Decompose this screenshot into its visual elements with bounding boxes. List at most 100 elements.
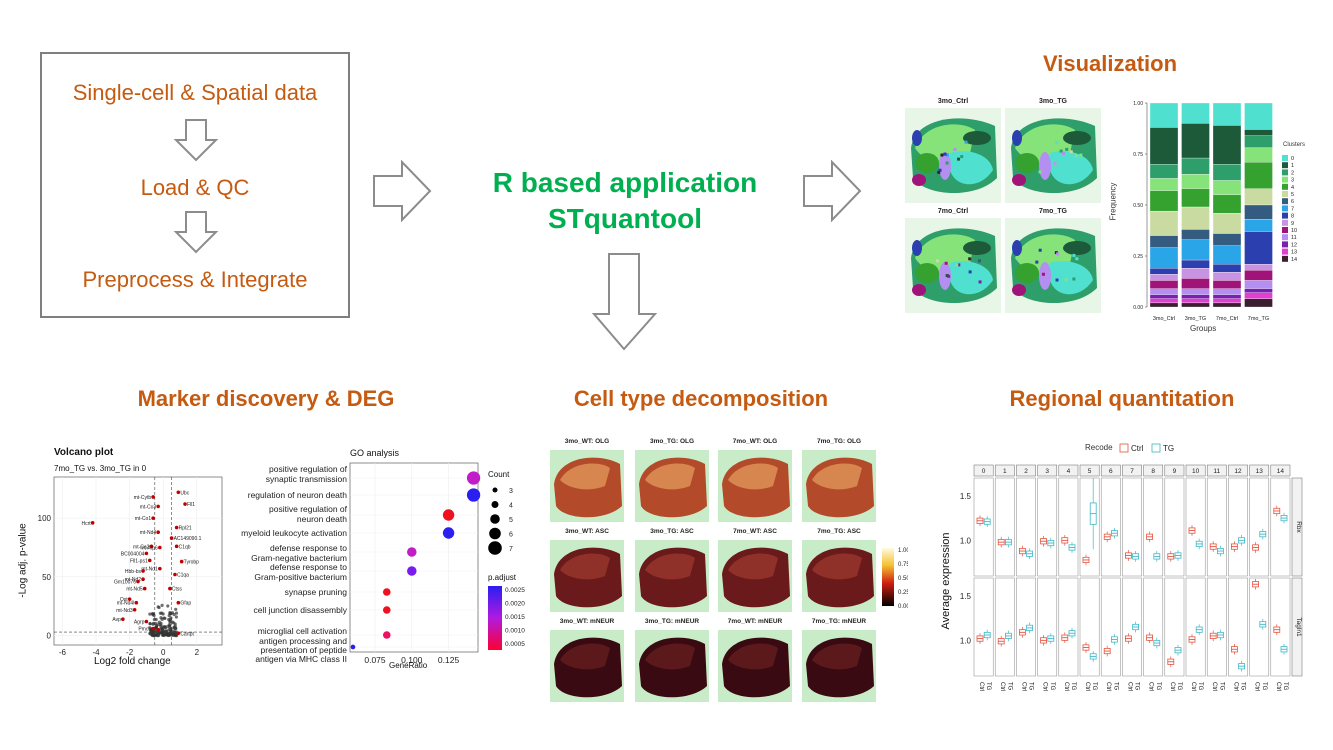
brain-region <box>728 553 778 580</box>
spot <box>1064 278 1068 282</box>
go-dot <box>466 471 481 485</box>
gene-label: mt-Co3 <box>140 504 157 510</box>
bar-segment <box>1212 213 1242 234</box>
x-tick-tg: TG <box>1261 682 1267 691</box>
gene-label: Cartpt <box>180 631 194 637</box>
bar-segment <box>1181 298 1210 304</box>
padj-label: 0.0005 <box>505 641 525 648</box>
bar-segment <box>1149 280 1179 289</box>
spot <box>1055 278 1059 282</box>
spot <box>1072 253 1076 257</box>
freq-xlabel: Groups <box>1190 324 1217 333</box>
point-sig <box>132 607 137 612</box>
point-sig <box>156 530 160 535</box>
point-nonsig <box>157 631 161 635</box>
brain-region <box>1012 240 1022 256</box>
gene-label: Ubc <box>180 490 189 496</box>
brain-region <box>939 262 951 290</box>
spot <box>1075 257 1079 261</box>
spot <box>1041 272 1045 276</box>
legend-label: 13 <box>1291 250 1297 256</box>
padj-label: 0.0020 <box>505 601 525 608</box>
celltype-colorbar <box>882 548 894 606</box>
go-term-label: defense response to <box>270 562 347 572</box>
x-tick-tg: TG <box>1240 682 1246 691</box>
x-tick-label: 3mo_Ctrl <box>1153 316 1175 322</box>
facet-strip <box>1058 464 1079 477</box>
go-term-label: Gram-negative bacterium <box>251 553 347 563</box>
section-title-celltype: Cell type decomposition <box>573 386 829 411</box>
panel-frame <box>1185 577 1206 677</box>
y-tick-label: 0.00 <box>1133 305 1143 311</box>
facet-label: 6 <box>1109 468 1113 475</box>
spot <box>957 157 961 161</box>
spot <box>945 153 949 157</box>
brain-region <box>912 284 926 296</box>
x-tick-ctrl: Ctrl <box>1063 682 1069 691</box>
point-nonsig <box>169 627 173 631</box>
gene-label: mt-Atp6 <box>140 545 158 551</box>
go-analysis-plot: GO analysis positive regulation of synapt… <box>232 445 552 680</box>
count-legend-dot <box>488 541 502 555</box>
bar-segment <box>1181 206 1210 230</box>
spot <box>968 270 972 274</box>
bar-segment <box>1149 164 1179 179</box>
bar-segment <box>1149 268 1179 275</box>
point-nonsig <box>156 605 160 609</box>
spot <box>937 170 941 174</box>
count-legend-label: 4 <box>509 503 513 510</box>
point-nonsig <box>157 620 161 624</box>
spot <box>1053 161 1057 165</box>
facet-label: 5 <box>1088 468 1092 475</box>
x-tick-ctrl: Ctrl <box>1084 682 1090 691</box>
point-nonsig <box>158 611 163 615</box>
gene-label: C1qa <box>177 573 189 579</box>
x-tick-label: 0.125 <box>438 655 460 665</box>
spot <box>1072 277 1076 281</box>
gene-label: BC004004 <box>121 551 145 557</box>
facet-label: 12 <box>1234 468 1242 475</box>
celltype-panel-label: 3mo_WT: mNEUR <box>560 618 615 625</box>
brain-region <box>1012 130 1022 146</box>
gene-label: Gm10076 <box>114 580 136 586</box>
legend-label: 6 <box>1291 199 1294 205</box>
brain-region <box>1039 152 1051 180</box>
facet-strip <box>1228 464 1248 477</box>
plot-frame <box>53 476 223 646</box>
celltype-maps: 3mo_WT: OLG 3mo_TG: OLG 7mo_WT: OLG 7mo_TG:… <box>548 432 908 707</box>
frequency-chart: 0.00 0.25 0.50 0.75 1.00 3mo_Ctrl 3mo_TG 7mo_Ct… <box>1108 95 1320 335</box>
bar-segment <box>1212 164 1242 181</box>
bar-segment <box>1149 274 1179 281</box>
y-tick-label: 100 <box>38 514 52 523</box>
go-padj-title: p.adjust <box>488 573 517 582</box>
facet-label: 1 <box>1003 468 1007 475</box>
x-tick-label: 0.075 <box>364 655 386 665</box>
go-xlabel: GeneRatio <box>389 661 428 670</box>
spot <box>936 259 940 263</box>
bar-segment <box>1181 302 1210 308</box>
x-tick-label: 7mo_TG <box>1248 316 1269 322</box>
x-tick-tg: TG <box>1112 682 1118 691</box>
gene-label: mt-Nd4 <box>140 530 157 536</box>
point-sig <box>174 525 179 530</box>
gene-label: Avp <box>112 617 121 623</box>
panel-frame <box>1122 477 1142 577</box>
point-sig <box>151 516 155 520</box>
facet-label: 9 <box>1173 468 1177 475</box>
padj-label: 0.0015 <box>505 614 525 621</box>
legend-label-ctrl: Ctrl <box>1131 444 1144 453</box>
x-tick-tg: TG <box>1028 682 1034 691</box>
facet-label: 10 <box>1192 468 1200 475</box>
celltype-panel-label: 7mo_WT: mNEUR <box>728 618 783 625</box>
legend-swatch <box>1282 198 1288 205</box>
spot <box>968 257 972 261</box>
spot <box>943 152 947 156</box>
facet-strip <box>1122 464 1142 477</box>
facet-strip <box>1037 464 1058 477</box>
x-tick-ctrl: Ctrl <box>1211 682 1217 691</box>
bar-segment <box>1244 188 1273 206</box>
regional-plot-area: Ctrl TG0 1 2 3 4 5 6 7 8 9 10 11 12 13 14Rbx1.51.0Tagln… <box>960 443 1303 691</box>
facet-strip <box>1206 464 1227 477</box>
regional-legend-title: Recode <box>1085 443 1113 452</box>
point-sig <box>176 600 181 605</box>
